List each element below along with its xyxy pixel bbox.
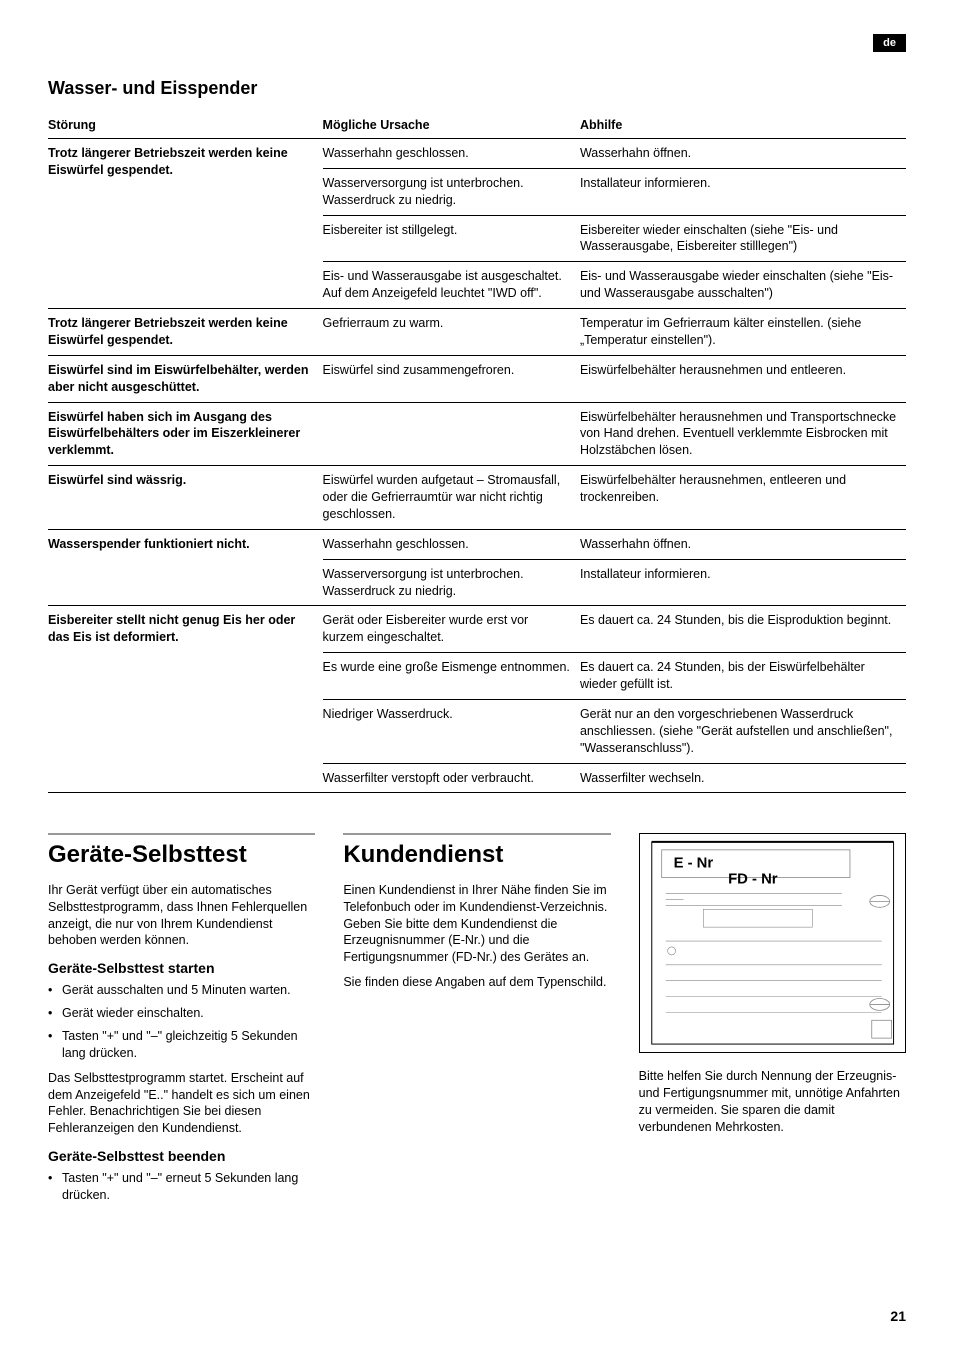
remedy-cell: Wasserhahn öffnen. (580, 529, 906, 559)
cause-cell: Gefrierraum zu warm. (323, 309, 580, 356)
selftest-start-list: Gerät ausschalten und 5 Minuten warten. G… (48, 982, 315, 1062)
svg-text:E - Nr: E - Nr (673, 856, 713, 872)
service-p1: Einen Kundendienst in Ihrer Nähe finden … (343, 882, 610, 966)
page-number: 21 (890, 1308, 906, 1324)
fault-cell: Wasserspender funktioniert nicht. (48, 529, 323, 606)
fault-cell: Eiswürfel sind wässrig. (48, 466, 323, 530)
cause-cell: Eisbereiter ist stillgelegt. (323, 215, 580, 262)
remedy-cell: Installateur informieren. (580, 168, 906, 215)
fault-cell: Eisbereiter stellt nicht genug Eis her o… (48, 606, 323, 793)
service-heading: Kundendienst (343, 833, 610, 871)
cause-cell: Wasserfilter verstopft oder verbraucht. (323, 763, 580, 793)
th-remedy: Abhilfe (580, 113, 906, 138)
remedy-cell: Eiswürfelbehälter herausnehmen und entle… (580, 355, 906, 402)
cause-cell: Eis- und Wasserausgabe ist ausgeschaltet… (323, 262, 580, 309)
remedy-cell: Es dauert ca. 24 Stunden, bis die Eispro… (580, 606, 906, 653)
selftest-start-heading: Geräte-Selbsttest starten (48, 959, 315, 978)
selftest-end-heading: Geräte-Selbsttest beenden (48, 1147, 315, 1166)
cause-cell: Es wurde eine große Eismenge entnommen. (323, 653, 580, 700)
list-item: Tasten "+" und "–" gleichzeitig 5 Sekund… (48, 1028, 315, 1062)
cause-cell: Eiswürfel sind zusammengefroren. (323, 355, 580, 402)
remedy-cell: Installateur informieren. (580, 559, 906, 606)
cause-cell (323, 402, 580, 466)
diagram-column: E - Nr FD - Nr Bitte helfen Sie durch Ne… (639, 833, 906, 1211)
troubleshooting-table: Störung Mögliche Ursache Abhilfe Trotz l… (48, 113, 906, 793)
list-item: Tasten "+" und "–" erneut 5 Sekunden lan… (48, 1170, 315, 1204)
cause-cell: Wasserversorgung ist unterbrochen. Wasse… (323, 168, 580, 215)
th-cause: Mögliche Ursache (323, 113, 580, 138)
remedy-cell: Eiswürfelbehälter herausnehmen und Trans… (580, 402, 906, 466)
remedy-cell: Eis- und Wasserausgabe wieder einschalte… (580, 262, 906, 309)
remedy-cell: Es dauert ca. 24 Stunden, bis der Eiswür… (580, 653, 906, 700)
cause-cell: Wasserversorgung ist unterbrochen. Wasse… (323, 559, 580, 606)
service-column: Kundendienst Einen Kundendienst in Ihrer… (343, 833, 610, 1211)
selftest-column: Geräte-Selbsttest Ihr Gerät verfügt über… (48, 833, 315, 1211)
remedy-cell: Wasserhahn öffnen. (580, 138, 906, 168)
remedy-cell: Eiswürfelbehälter herausnehmen, entleere… (580, 466, 906, 530)
cause-cell: Niedriger Wasserdruck. (323, 699, 580, 763)
selftest-end-list: Tasten "+" und "–" erneut 5 Sekunden lan… (48, 1170, 315, 1204)
selftest-intro: Ihr Gerät verfügt über ein automatisches… (48, 882, 315, 950)
svg-text:FD - Nr: FD - Nr (728, 872, 778, 888)
fault-cell: Trotz längerer Betriebszeit werden keine… (48, 138, 323, 308)
fault-cell: Eiswürfel sind im Eiswürfelbehälter, wer… (48, 355, 323, 402)
cause-cell: Gerät oder Eisbereiter wurde erst vor ku… (323, 606, 580, 653)
remedy-cell: Eisbereiter wieder einschalten (siehe "E… (580, 215, 906, 262)
list-item: Gerät ausschalten und 5 Minuten warten. (48, 982, 315, 999)
list-item: Gerät wieder einschalten. (48, 1005, 315, 1022)
th-fault: Störung (48, 113, 323, 138)
remedy-cell: Temperatur im Gefrierraum kälter einstel… (580, 309, 906, 356)
selftest-heading: Geräte-Selbsttest (48, 833, 315, 871)
typeplate-diagram: E - Nr FD - Nr (639, 833, 906, 1053)
remedy-cell: Gerät nur an den vorgeschriebenen Wasser… (580, 699, 906, 763)
cause-cell: Wasserhahn geschlossen. (323, 138, 580, 168)
section-heading: Wasser- und Eisspender (48, 78, 906, 99)
fault-cell: Trotz längerer Betriebszeit werden keine… (48, 309, 323, 356)
service-p3: Bitte helfen Sie durch Nennung der Erzeu… (639, 1068, 906, 1136)
cause-cell: Eiswürfel wurden aufgetaut – Stromausfal… (323, 466, 580, 530)
service-p2: Sie finden diese Angaben auf dem Typensc… (343, 974, 610, 991)
remedy-cell: Wasserfilter wechseln. (580, 763, 906, 793)
fault-cell: Eiswürfel haben sich im Ausgang des Eisw… (48, 402, 323, 466)
selftest-start-note: Das Selbsttestprogramm startet. Erschein… (48, 1070, 315, 1138)
language-tag: de (873, 34, 906, 52)
cause-cell: Wasserhahn geschlossen. (323, 529, 580, 559)
